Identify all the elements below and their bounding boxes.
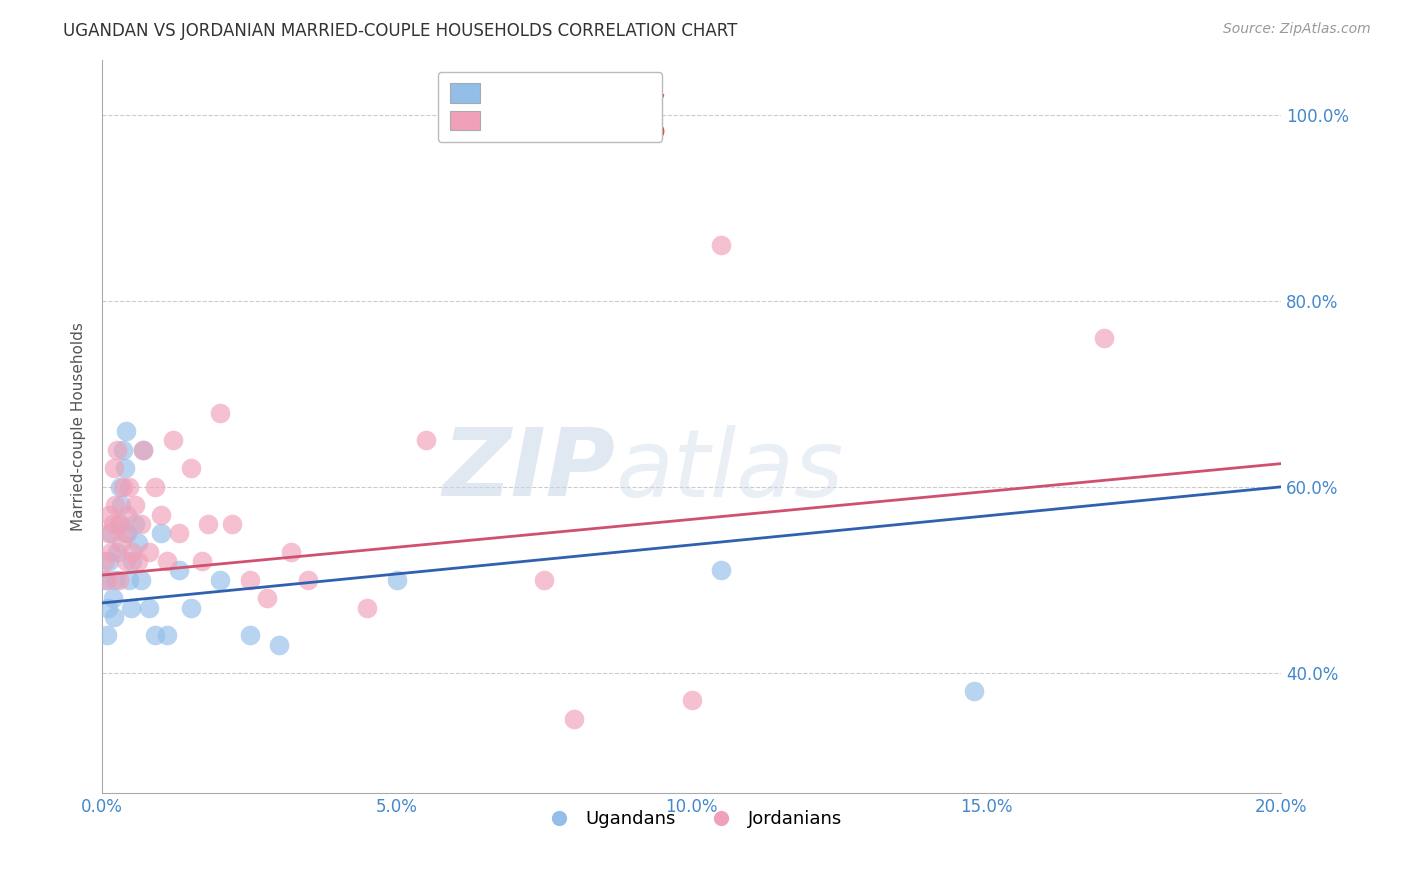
Point xyxy=(385,573,408,587)
Point xyxy=(103,461,125,475)
Point xyxy=(94,554,117,568)
Point xyxy=(963,684,986,698)
Point xyxy=(209,573,232,587)
Y-axis label: Married-couple Households: Married-couple Households xyxy=(72,322,86,531)
Point xyxy=(238,573,260,587)
Point xyxy=(150,508,173,522)
Point xyxy=(280,545,302,559)
Point xyxy=(115,508,138,522)
Point xyxy=(118,573,141,587)
Point xyxy=(180,600,202,615)
Point xyxy=(97,526,120,541)
Point xyxy=(110,499,132,513)
Text: Source: ZipAtlas.com: Source: ZipAtlas.com xyxy=(1223,22,1371,37)
Point xyxy=(180,461,202,475)
Point xyxy=(107,573,129,587)
Point xyxy=(100,526,122,541)
Point xyxy=(132,442,155,457)
Point xyxy=(221,516,243,531)
Point xyxy=(101,516,124,531)
Point xyxy=(132,442,155,457)
Text: atlas: atlas xyxy=(614,425,844,516)
Point xyxy=(98,554,121,568)
Point xyxy=(114,424,136,438)
Point xyxy=(129,573,152,587)
Point xyxy=(562,712,585,726)
Point xyxy=(710,238,733,252)
Point xyxy=(356,600,378,615)
Point xyxy=(115,526,138,541)
Point xyxy=(150,526,173,541)
Point xyxy=(114,526,136,541)
Point xyxy=(127,535,149,549)
Point xyxy=(209,405,232,419)
Point xyxy=(105,545,128,559)
Point xyxy=(110,535,132,549)
Point xyxy=(138,600,160,615)
Point xyxy=(104,499,127,513)
Point xyxy=(111,480,134,494)
Point xyxy=(710,564,733,578)
Point xyxy=(238,628,260,642)
Point xyxy=(1092,331,1115,345)
Point xyxy=(129,516,152,531)
Point xyxy=(256,591,278,606)
Point xyxy=(191,554,214,568)
Point xyxy=(167,564,190,578)
Point xyxy=(143,480,166,494)
Point xyxy=(143,628,166,642)
Point xyxy=(107,516,129,531)
Text: R = 0.125: R = 0.125 xyxy=(461,93,546,112)
Point xyxy=(105,442,128,457)
Point xyxy=(124,516,146,531)
Point xyxy=(681,693,703,707)
Text: ZIP: ZIP xyxy=(441,425,614,516)
Point xyxy=(96,628,118,642)
Point xyxy=(121,545,143,559)
Point xyxy=(94,573,117,587)
Point xyxy=(197,516,219,531)
Point xyxy=(114,461,136,475)
Point xyxy=(101,591,124,606)
Text: N = 49: N = 49 xyxy=(603,124,665,142)
Text: UGANDAN VS JORDANIAN MARRIED-COUPLE HOUSEHOLDS CORRELATION CHART: UGANDAN VS JORDANIAN MARRIED-COUPLE HOUS… xyxy=(63,22,738,40)
Point xyxy=(104,573,127,587)
Point xyxy=(96,573,118,587)
Point xyxy=(156,628,179,642)
Point xyxy=(111,442,134,457)
Point xyxy=(167,526,190,541)
Point xyxy=(121,554,143,568)
Point xyxy=(267,638,290,652)
Point xyxy=(162,434,184,448)
Point xyxy=(120,600,142,615)
Point xyxy=(100,545,122,559)
Point xyxy=(97,600,120,615)
Point xyxy=(108,516,131,531)
Point xyxy=(533,573,555,587)
Point xyxy=(98,508,121,522)
Point xyxy=(118,480,141,494)
Point xyxy=(156,554,179,568)
Point xyxy=(114,554,136,568)
Point xyxy=(103,610,125,624)
Point xyxy=(108,480,131,494)
Point xyxy=(124,499,146,513)
Point xyxy=(415,434,437,448)
Text: R = 0.145: R = 0.145 xyxy=(461,124,546,142)
Point xyxy=(127,554,149,568)
Legend: Ugandans, Jordanians: Ugandans, Jordanians xyxy=(533,803,849,836)
Point xyxy=(297,573,319,587)
Point xyxy=(138,545,160,559)
Text: N = 37: N = 37 xyxy=(603,93,665,112)
